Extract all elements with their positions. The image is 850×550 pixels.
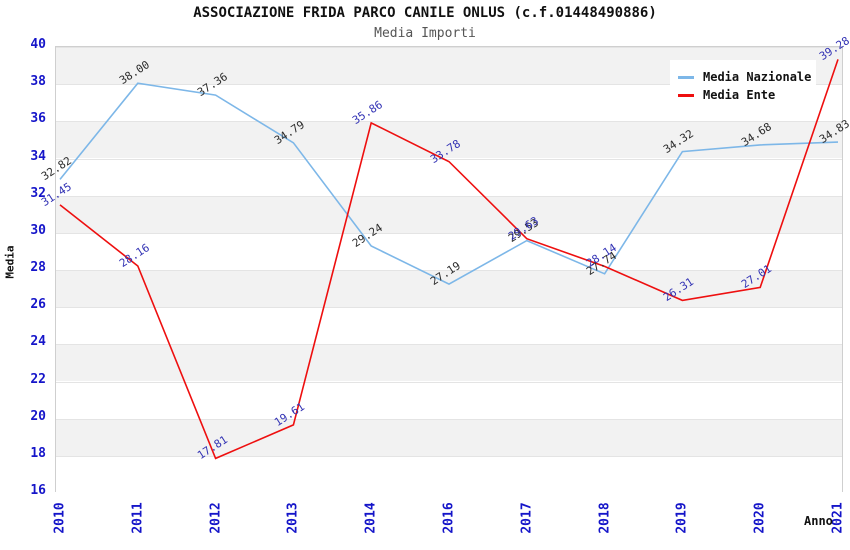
chart-title: ASSOCIAZIONE FRIDA PARCO CANILE ONLUS (c… [193,5,657,21]
x-axis-title: Anno [804,514,833,528]
grid-band [56,307,842,345]
x-tick-label: 2019 [674,502,690,534]
grid-band [56,381,842,419]
legend: Media Nazionale Media Ente [670,60,816,112]
y-tick-label: 34 [30,148,46,164]
y-tick-label: 26 [30,297,46,313]
chart-subtitle: Media Importi [374,26,476,41]
y-tick-label: 16 [30,483,46,498]
legend-item-media-ente[interactable]: Media Ente [678,88,808,102]
legend-label: Media Ente [703,88,776,102]
x-tick-label: 2018 [597,502,613,534]
x-tick-label: 2012 [208,502,224,534]
x-tick-label: 2017 [519,502,535,534]
legend-marker-icon [678,75,694,79]
y-tick-label: 30 [30,222,46,238]
x-tick-label: 2010 [52,502,68,534]
x-tick-label: 2020 [752,502,768,534]
y-tick-label: 20 [30,408,46,424]
grid-band [56,344,842,382]
y-tick-label: 24 [30,334,46,350]
y-tick-label: 28 [30,260,46,275]
x-tick-label: 2013 [285,502,301,534]
y-tick-label: 18 [30,445,46,461]
legend-label: Media Nazionale [703,70,812,84]
x-tick-label: 2016 [441,502,457,534]
y-tick-label: 40 [30,37,46,52]
y-tick-label: 32 [30,185,46,201]
y-tick-label: 38 [30,74,46,90]
grid-band [56,195,842,233]
grid-band [56,455,842,493]
grid-band [56,418,842,456]
legend-marker-icon [678,93,694,97]
grid-band [56,158,842,196]
y-tick-label: 22 [30,371,46,387]
x-tick-label: 2014 [363,502,379,534]
y-tick-label: 36 [30,111,46,127]
y-axis-title: Media [3,245,17,279]
x-tick-label: 2011 [130,502,146,534]
legend-item-media-nazionale[interactable]: Media Nazionale [678,70,812,84]
